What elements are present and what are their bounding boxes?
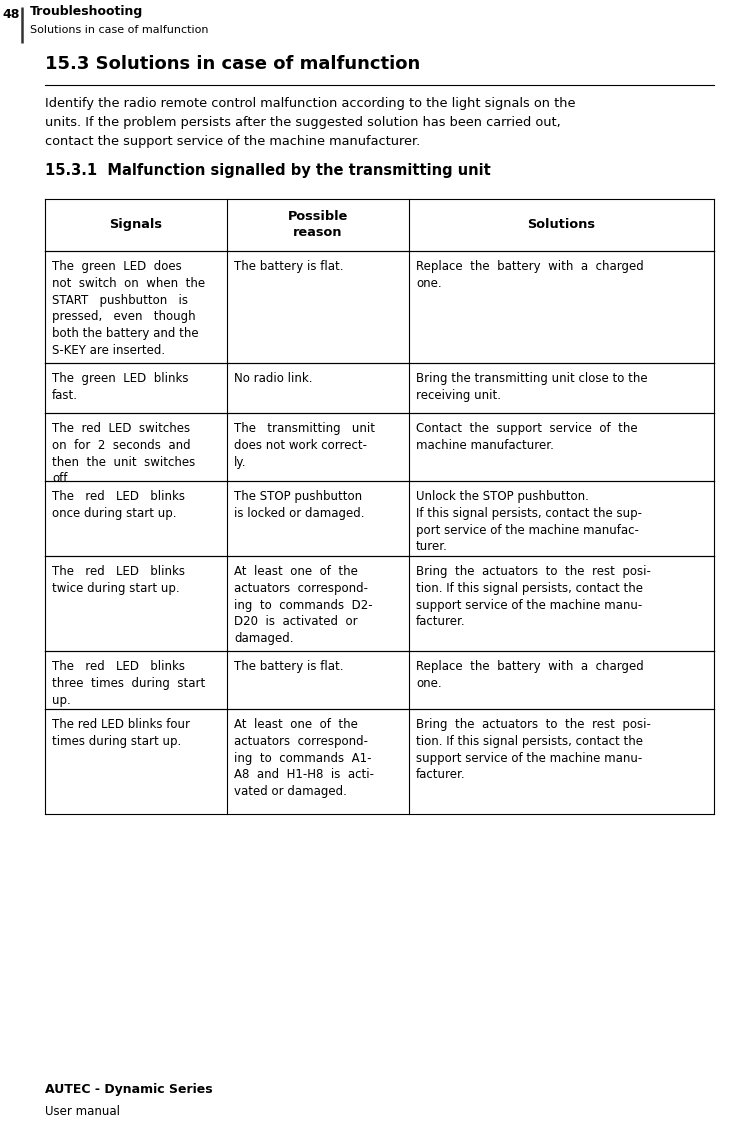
Text: Bring the transmitting unit close to the
receiving unit.: Bring the transmitting unit close to the… <box>416 372 647 402</box>
Text: The battery is flat.: The battery is flat. <box>234 260 344 273</box>
Text: Bring  the  actuators  to  the  rest  posi-
tion. If this signal persists, conta: Bring the actuators to the rest posi- ti… <box>416 564 651 629</box>
Text: The   red   LED   blinks
three  times  during  start
up.: The red LED blinks three times during st… <box>52 660 205 706</box>
Text: Replace  the  battery  with  a  charged
one.: Replace the battery with a charged one. <box>416 660 644 689</box>
Text: Bring  the  actuators  to  the  rest  posi-
tion. If this signal persists, conta: Bring the actuators to the rest posi- ti… <box>416 718 651 781</box>
Text: The STOP pushbutton
is locked or damaged.: The STOP pushbutton is locked or damaged… <box>234 490 365 520</box>
Text: The   red   LED   blinks
twice during start up.: The red LED blinks twice during start up… <box>52 564 185 594</box>
Text: Solutions: Solutions <box>527 219 595 231</box>
Text: The   red   LED   blinks
once during start up.: The red LED blinks once during start up. <box>52 490 185 520</box>
Text: Unlock the STOP pushbutton.
If this signal persists, contact the sup-
port servi: Unlock the STOP pushbutton. If this sign… <box>416 490 642 553</box>
Text: The red LED blinks four
times during start up.: The red LED blinks four times during sta… <box>52 718 190 748</box>
Text: 48: 48 <box>3 8 20 22</box>
Text: Possible
reason: Possible reason <box>288 211 348 239</box>
Text: Replace  the  battery  with  a  charged
one.: Replace the battery with a charged one. <box>416 260 644 290</box>
Text: At  least  one  of  the
actuators  correspond-
ing  to  commands  D2-
D20  is  a: At least one of the actuators correspond… <box>234 564 373 645</box>
Text: The  red  LED  switches
on  for  2  seconds  and
then  the  unit  switches
off.: The red LED switches on for 2 seconds an… <box>52 423 195 485</box>
Text: User manual: User manual <box>45 1105 120 1118</box>
Text: Troubleshooting: Troubleshooting <box>30 6 144 18</box>
Text: No radio link.: No radio link. <box>234 372 312 385</box>
Text: Solutions in case of malfunction: Solutions in case of malfunction <box>30 25 208 35</box>
Text: AUTEC - Dynamic Series: AUTEC - Dynamic Series <box>45 1083 213 1096</box>
Text: Contact  the  support  service  of  the
machine manufacturer.: Contact the support service of the machi… <box>416 423 638 452</box>
Text: Identify the radio remote control malfunction according to the light signals on : Identify the radio remote control malfun… <box>45 97 576 110</box>
Text: The battery is flat.: The battery is flat. <box>234 660 344 673</box>
Text: units. If the problem persists after the suggested solution has been carried out: units. If the problem persists after the… <box>45 116 561 129</box>
Text: 15.3.1  Malfunction signalled by the transmitting unit: 15.3.1 Malfunction signalled by the tran… <box>45 163 491 177</box>
Text: The  green  LED  blinks
fast.: The green LED blinks fast. <box>52 372 188 402</box>
Text: contact the support service of the machine manufacturer.: contact the support service of the machi… <box>45 135 420 148</box>
Text: Signals: Signals <box>109 219 162 231</box>
Text: 15.3 Solutions in case of malfunction: 15.3 Solutions in case of malfunction <box>45 55 420 73</box>
Text: At  least  one  of  the
actuators  correspond-
ing  to  commands  A1-
A8  and  H: At least one of the actuators correspond… <box>234 718 374 798</box>
Text: The  green  LED  does
not  switch  on  when  the
START   pushbutton   is
pressed: The green LED does not switch on when th… <box>52 260 205 357</box>
Text: The   transmitting   unit
does not work correct-
ly.: The transmitting unit does not work corr… <box>234 423 375 468</box>
